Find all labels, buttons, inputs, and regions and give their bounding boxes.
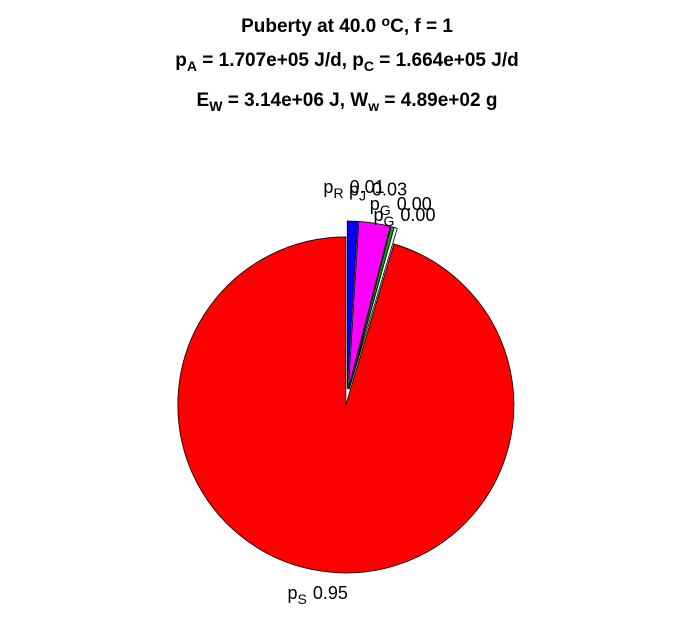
text-run: p — [349, 180, 359, 200]
value-label: 0.95 — [313, 583, 348, 603]
text-run: Puberty at 40.0 — [241, 16, 381, 37]
chart-title: Puberty at 40.0 oC, f = 1 — [241, 13, 453, 37]
subscript: G — [380, 202, 391, 218]
chart-title: EW = 3.14e+06 J, Ww = 4.89e+02 g — [197, 90, 498, 114]
subscript: C — [364, 58, 374, 74]
slice-label: pS 0.95 — [288, 583, 348, 607]
text-run: p — [175, 50, 187, 71]
slice-label: pJ 0.03 — [349, 180, 407, 204]
text-run: = 4.89e+02 g — [379, 90, 497, 111]
value-label: 0.00 — [400, 205, 435, 225]
text-run: p — [370, 194, 380, 214]
pie-slice — [347, 221, 391, 390]
value-label: 0.00 — [397, 194, 432, 214]
text-run: p — [323, 177, 333, 197]
text-run: = 1.664e+05 J/d — [374, 50, 519, 71]
subscript: S — [298, 591, 307, 607]
subscript: W — [209, 98, 223, 114]
pie-slice — [177, 236, 515, 574]
value-label: 0.01 — [350, 177, 385, 197]
text-run: = 3.14e+06 J, W — [222, 90, 368, 111]
subscript: w — [367, 98, 379, 114]
subscript: J — [359, 187, 366, 203]
text-run: C, f = 1 — [390, 16, 453, 37]
subscript: R — [333, 185, 343, 201]
text-run: p — [374, 205, 384, 225]
chart-title: pA = 1.707e+05 J/d, pC = 1.664e+05 J/d — [175, 50, 518, 74]
subscript: A — [187, 58, 197, 74]
text-run: E — [197, 90, 210, 111]
subscript: G — [384, 213, 395, 229]
value-label: 0.03 — [372, 180, 407, 200]
pie-slice — [348, 226, 398, 390]
text-run: p — [288, 583, 298, 603]
slice-label: pR 0.01 — [323, 177, 384, 201]
text-run: = 1.707e+05 J/d, p — [197, 50, 364, 71]
slice-label: pG 0.00 — [370, 194, 432, 218]
pie-slice — [346, 220, 359, 390]
slice-label: pG 0.00 — [374, 205, 436, 229]
supscript: o — [382, 13, 391, 29]
